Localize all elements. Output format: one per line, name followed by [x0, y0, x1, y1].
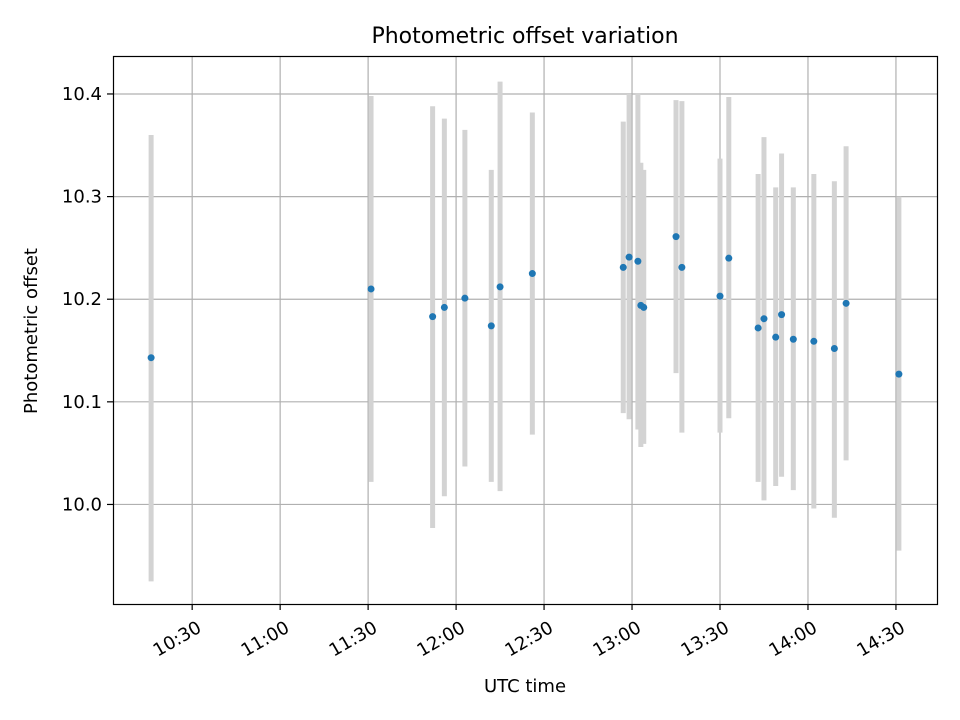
data-point: [619, 263, 627, 271]
data-point: [147, 354, 155, 362]
data-point: [830, 344, 838, 352]
y-tick-label: 10.4: [62, 84, 102, 105]
y-tick-label: 10.2: [62, 289, 102, 310]
data-point: [440, 303, 448, 311]
chart-title: Photometric offset variation: [371, 24, 678, 49]
data-point: [672, 233, 680, 241]
y-tick-label: 10.0: [62, 494, 102, 515]
data-point: [772, 333, 780, 341]
data-point: [461, 294, 469, 302]
data-points: [147, 233, 903, 378]
data-point: [625, 253, 633, 261]
data-point: [810, 337, 818, 345]
grid: [113, 56, 937, 604]
data-point: [778, 311, 786, 319]
data-point: [496, 283, 504, 291]
x-axis-label: UTC time: [484, 676, 566, 697]
plot-frame: [112, 55, 939, 606]
data-point: [678, 263, 686, 271]
data-point: [789, 335, 797, 343]
data-point: [754, 324, 762, 332]
data-point: [367, 285, 375, 293]
data-point: [725, 254, 733, 262]
y-tick-label: 10.3: [62, 187, 102, 208]
y-axis-label: Photometric offset: [21, 248, 42, 414]
y-axis: 10.0 10.1 10.2 10.3 10.4: [62, 84, 113, 515]
data-point: [716, 292, 724, 300]
y-tick-label: 10.1: [62, 392, 102, 413]
data-point: [895, 370, 903, 378]
data-point: [634, 257, 642, 265]
data-point: [528, 270, 536, 278]
data-point: [487, 322, 495, 330]
data-point: [640, 303, 648, 311]
data-point: [842, 299, 850, 307]
data-point: [429, 313, 437, 321]
data-point: [760, 315, 768, 323]
